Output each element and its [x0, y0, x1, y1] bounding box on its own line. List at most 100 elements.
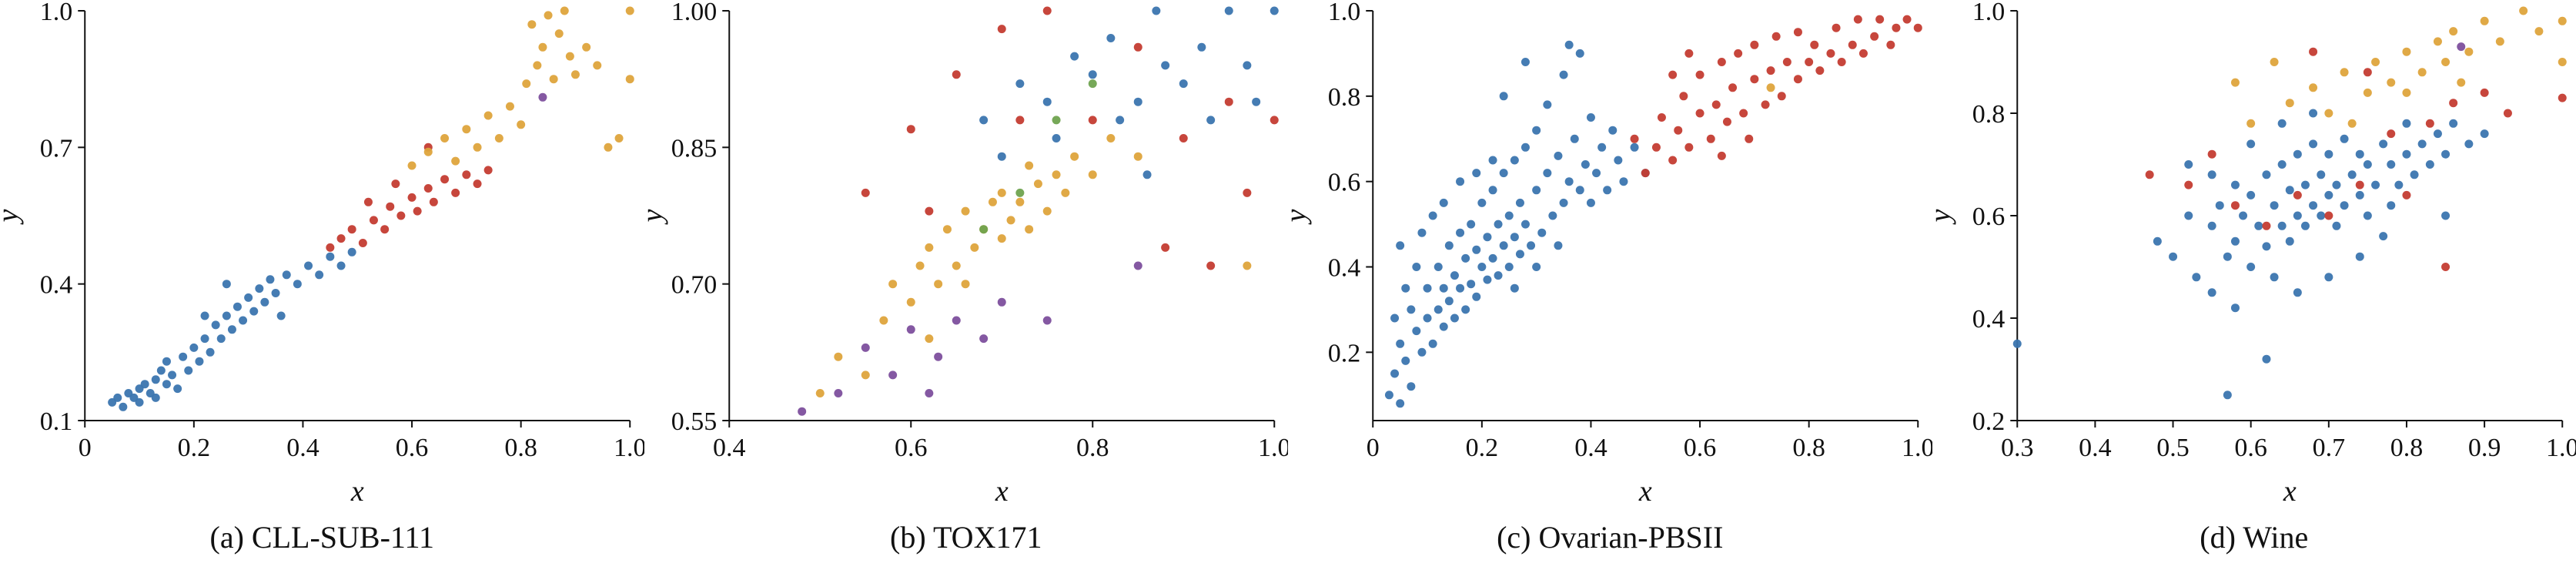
- scatter-point: [1488, 186, 1497, 195]
- scatter-point: [952, 316, 961, 325]
- chart-panel-c: 0 0.2 0.4 0.6 0.8 1.0 0.2 0.4 0.6 0.8 1.0 x y (c) Ov…: [1288, 0, 1932, 570]
- scatter-point: [2270, 273, 2279, 282]
- scatter-point: [266, 275, 275, 284]
- scatter-point: [2331, 221, 2340, 230]
- series-cluster-green: [979, 79, 1097, 234]
- scatter-point: [1450, 314, 1459, 323]
- scatter-point: [1142, 170, 1152, 179]
- scatter-point: [1396, 339, 1405, 348]
- scatter-point: [1270, 116, 1279, 125]
- scatter-point: [2300, 221, 2310, 230]
- scatter-point: [179, 352, 188, 361]
- scatter-point: [797, 407, 806, 416]
- scatter-point: [206, 347, 215, 357]
- scatter-point: [2417, 68, 2427, 77]
- axes: 0 0.2 0.4 0.6 0.8 1.0 0.1 0.4 0.7 1.0 x y: [0, 0, 644, 508]
- scatter-point: [861, 188, 870, 197]
- scatter-point: [1570, 134, 1579, 143]
- scatter-point: [211, 320, 220, 330]
- scatter-point: [1728, 83, 1738, 92]
- scatter-point: [326, 252, 335, 261]
- scatter-point: [2410, 170, 2419, 179]
- scatter-point: [2293, 190, 2302, 200]
- scatter-point: [2441, 211, 2450, 220]
- scatter-point: [2558, 58, 2567, 66]
- scatter-point: [1052, 170, 1061, 179]
- scatter-point: [1761, 100, 1770, 109]
- scatter-point: [369, 216, 378, 225]
- y-axis-label: y: [1288, 209, 1312, 225]
- scatter-point: [527, 20, 537, 29]
- scatter-point: [961, 280, 970, 289]
- scatter-point: [1608, 126, 1618, 135]
- scatter-point: [2363, 160, 2372, 169]
- scatter-point: [1499, 241, 1508, 250]
- scatter-point: [1006, 216, 1015, 225]
- scatter-point: [1407, 305, 1416, 314]
- scatter-point: [2012, 339, 2022, 348]
- scatter-point: [1537, 228, 1547, 237]
- chart-panel-a: 0 0.2 0.4 0.6 0.8 1.0 0.1 0.4 0.7 1.0 x y (a) CLL-S…: [0, 0, 644, 570]
- scatter-point: [2378, 139, 2387, 149]
- x-tick-label: 0.8: [1076, 434, 1109, 462]
- scatter-point: [1532, 263, 1541, 271]
- scatter-point: [1472, 169, 1481, 178]
- scatter-point: [1597, 142, 1607, 152]
- scatter-point: [1242, 61, 1251, 70]
- scatter-point: [1559, 70, 1568, 79]
- scatter-point: [2300, 180, 2310, 189]
- chart-panel-b: 0.4 0.6 0.8 1.0 0.55 0.70 0.85 1.00 x y (b) TOX17…: [644, 0, 1289, 570]
- scatter-point: [2277, 160, 2287, 169]
- y-tick-label: 1.0: [1328, 0, 1361, 26]
- scatter-point: [1614, 156, 1623, 165]
- scatter-point: [2261, 170, 2270, 179]
- x-tick-label: 1.0: [2546, 434, 2576, 462]
- scatter-point: [1069, 152, 1079, 161]
- scatter-point: [2386, 129, 2395, 139]
- chart-caption: (d) Wine: [2200, 520, 2309, 555]
- scatter-point: [2207, 170, 2216, 179]
- scatter-point: [942, 225, 952, 234]
- scatter-point: [2558, 93, 2567, 102]
- axes: 0 0.2 0.4 0.6 0.8 1.0 0.2 0.4 0.6 0.8 1.0 x y: [1288, 0, 1932, 508]
- series-cluster-orange: [1766, 83, 1775, 92]
- x-tick-label: 0.4: [713, 434, 746, 462]
- scatter-point: [2448, 27, 2457, 36]
- scatter-point: [2558, 16, 2567, 25]
- scatter-point: [2277, 221, 2287, 230]
- scatter-point: [549, 75, 558, 84]
- scatter-point: [2401, 119, 2410, 128]
- scatter-point: [2285, 99, 2294, 108]
- scatter-point: [625, 6, 634, 15]
- scatter-point: [2401, 47, 2410, 56]
- scatter-point: [1793, 28, 1802, 37]
- scatter-point: [1179, 79, 1188, 89]
- scatter-point: [2183, 160, 2193, 169]
- scatter-point: [1892, 23, 1901, 32]
- series-cluster-purple: [538, 92, 547, 102]
- scatter-point: [2340, 134, 2349, 143]
- scatter-point: [997, 297, 1006, 307]
- scatter-point: [2191, 273, 2200, 282]
- scatter-point: [2293, 211, 2302, 220]
- scatter-point: [1412, 327, 1421, 336]
- scatter-point: [2340, 201, 2349, 210]
- scatter-point: [276, 311, 286, 320]
- scatter-point: [2448, 119, 2457, 128]
- series-cluster-red: [861, 6, 1279, 270]
- scatter-point: [1575, 186, 1584, 195]
- data-points: [2012, 6, 2567, 400]
- scatter-point: [1504, 263, 1514, 271]
- x-axis-label: x: [1638, 475, 1652, 508]
- series-cluster-blue: [2012, 109, 2489, 400]
- scatter-point: [2464, 139, 2473, 149]
- scatter-point: [1521, 142, 1530, 152]
- scatter-point: [1477, 263, 1487, 271]
- scatter-point: [1472, 292, 1481, 301]
- scatter-point: [1717, 151, 1726, 160]
- scatter-point: [2223, 391, 2232, 400]
- scatter-point: [391, 179, 400, 189]
- scatter-point: [347, 225, 356, 234]
- scatter-point: [1488, 253, 1497, 263]
- scatter-point: [473, 142, 482, 152]
